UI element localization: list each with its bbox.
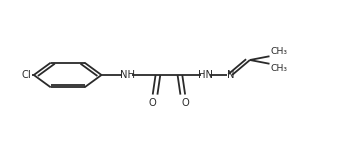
Text: NH: NH — [120, 70, 135, 80]
Text: HN: HN — [198, 70, 213, 80]
Text: CH₃: CH₃ — [270, 64, 287, 73]
Text: CH₃: CH₃ — [270, 47, 287, 56]
Text: N: N — [226, 70, 234, 80]
Text: O: O — [181, 98, 189, 108]
Text: O: O — [149, 98, 157, 108]
Text: Cl: Cl — [21, 70, 31, 80]
